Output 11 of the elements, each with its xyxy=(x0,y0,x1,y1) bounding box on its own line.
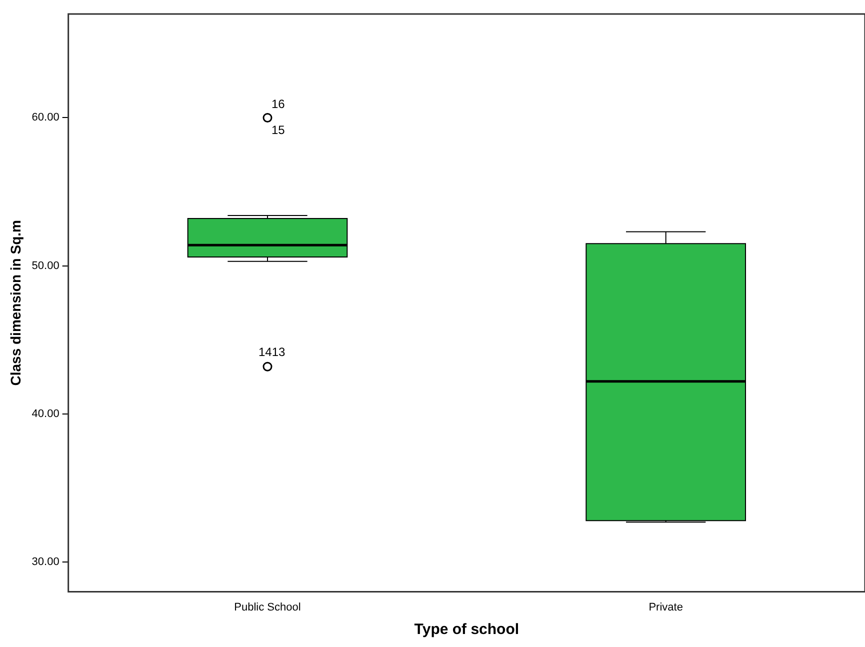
y-axis-title: Class dimension in Sq.m xyxy=(7,220,24,386)
y-tick-label: 40.00 xyxy=(32,408,60,420)
x-tick-label: Public School xyxy=(234,601,301,614)
annotation: 1413 xyxy=(258,344,286,359)
y-tick-label: 60.00 xyxy=(32,112,60,124)
annotation: 15 xyxy=(271,123,286,138)
y-tick-label: 30.00 xyxy=(32,556,60,568)
x-axis-title: Type of school xyxy=(414,621,520,638)
annotation: 16 xyxy=(271,97,286,112)
x-tick-label: Private xyxy=(648,601,683,614)
y-tick-label: 50.00 xyxy=(32,260,60,272)
